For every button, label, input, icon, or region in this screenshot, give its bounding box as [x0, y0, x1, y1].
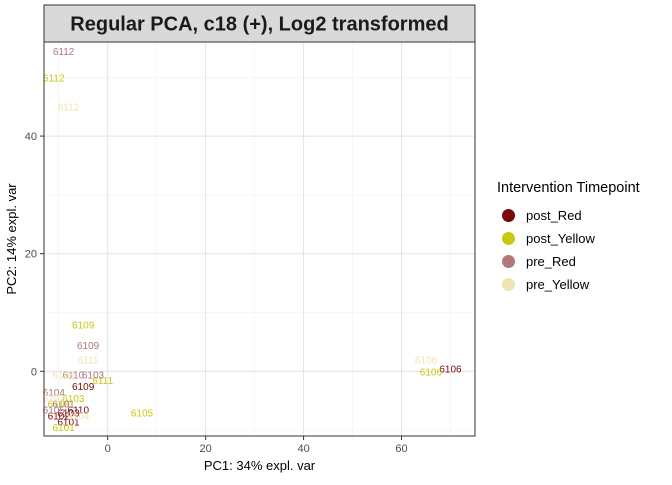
data-point-label: 6106: [420, 367, 443, 378]
x-tick-label: 60: [395, 443, 407, 455]
data-point-label: 6101: [52, 400, 75, 411]
data-point-label: 6103: [62, 394, 85, 405]
data-point-label: 6103: [82, 370, 105, 381]
data-point-label: 6106: [439, 364, 462, 375]
legend-label: post_Red: [526, 208, 582, 223]
legend-item: pre_Red: [497, 250, 640, 273]
legend-title: Intervention Timepoint: [497, 180, 640, 196]
data-point-label: 6110: [63, 370, 85, 381]
chart-title: Regular PCA, c18 (+), Log2 transformed: [70, 14, 448, 36]
data-point-label: 6101: [57, 417, 80, 428]
data-point-label: 6106: [415, 356, 438, 367]
data-point-label: 6102: [48, 411, 71, 422]
legend-swatch: [502, 232, 515, 245]
data-point-label: 6109: [77, 341, 100, 352]
plot-border: [43, 41, 476, 437]
legend-swatch: [502, 209, 515, 222]
data-point-label: 6101: [52, 423, 75, 434]
y-tick-label: 40: [25, 131, 37, 143]
legend-label: post_Yellow: [526, 231, 595, 246]
legend-label: pre_Red: [526, 254, 576, 269]
data-point-label: 6109: [72, 382, 95, 393]
x-tick-label: 20: [200, 443, 212, 455]
y-tick-label: 20: [25, 249, 37, 261]
x-tick-label: 0: [105, 443, 111, 455]
legend-swatch: [502, 255, 515, 268]
legend-item: post_Yellow: [497, 227, 640, 250]
data-point-label: 6112: [53, 47, 75, 58]
chart-legend: Intervention Timepoint post_Red post_Yell…: [497, 180, 640, 296]
legend-items: post_Red post_Yellow pre_Red pre_Yellow: [497, 204, 640, 296]
legend-swatch: [502, 278, 515, 291]
data-point-label: 6112: [58, 103, 80, 114]
data-point-label: 6111: [78, 356, 99, 367]
legend-label: pre_Yellow: [526, 277, 590, 292]
data-point-label: 6105: [131, 408, 154, 419]
legend-item: post_Red: [497, 204, 640, 227]
data-point-label: 6104: [67, 411, 90, 422]
data-point-label: 6104: [43, 388, 66, 399]
data-point-label: 6105: [43, 406, 66, 417]
x-axis-label: PC1: 34% expl. var: [204, 458, 316, 473]
legend-item: pre_Yellow: [497, 273, 640, 296]
data-point-label: 6102: [43, 394, 66, 405]
data-point-label: 6111: [92, 376, 113, 387]
data-point-label: 6110: [68, 406, 90, 417]
y-axis-label: PC2: 14% expl. var: [4, 183, 19, 295]
title-strip: [43, 4, 476, 43]
plot-panel: [44, 42, 475, 436]
data-point-label: 6109: [72, 320, 95, 331]
x-tick-label: 40: [297, 443, 309, 455]
data-point-label: 6108: [52, 370, 75, 381]
data-point-label: 6103: [57, 408, 80, 419]
y-tick-label: 0: [31, 366, 37, 378]
data-point-label: 6112: [43, 73, 65, 84]
data-point-label: 6108: [48, 400, 71, 411]
